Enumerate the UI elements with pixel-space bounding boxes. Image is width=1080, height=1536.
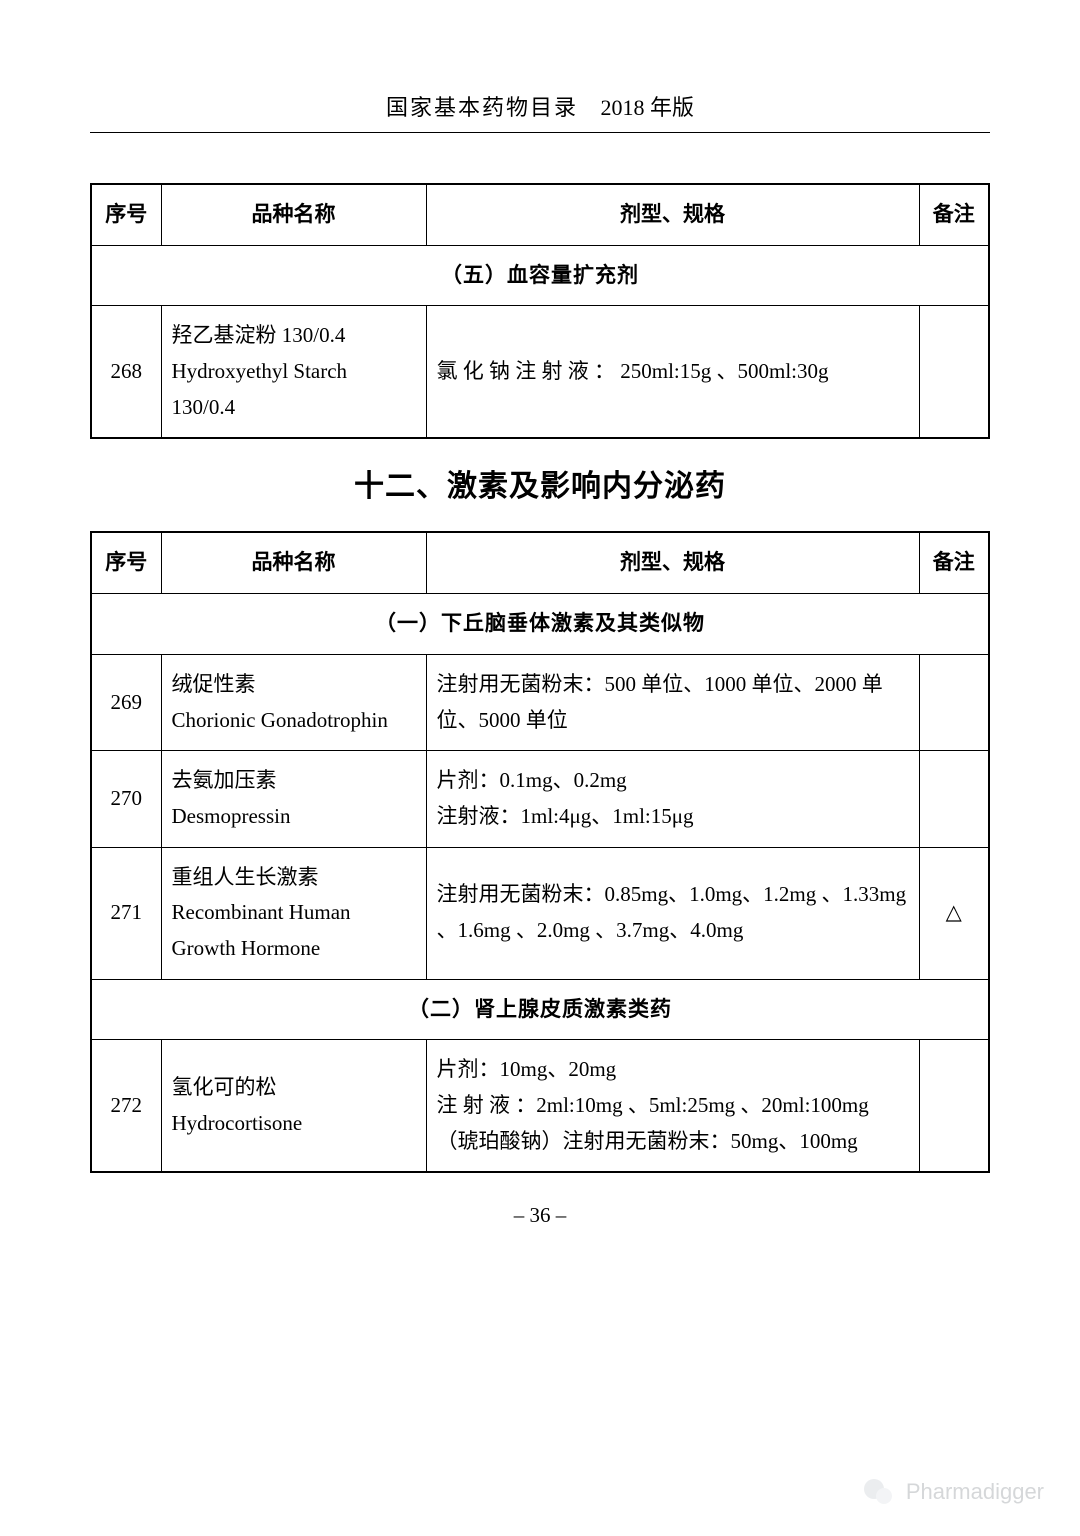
col-idx: 序号 [91, 184, 161, 245]
drug-table-1: 序号 品种名称 剂型、规格 备注 （五）血容量扩充剂 268 羟乙基淀粉 130… [90, 183, 990, 439]
document-header: 国家基本药物目录 2018 年版 [90, 90, 990, 133]
cell-idx: 271 [91, 847, 161, 979]
cell-name: 重组人生长激素Recombinant Human Growth Hormone [161, 847, 426, 979]
col-name: 品种名称 [161, 184, 426, 245]
table-row: 270 去氨加压素Desmopressin 片剂：0.1mg、0.2mg注射液：… [91, 751, 989, 847]
section-title: （一）下丘脑垂体激素及其类似物 [91, 594, 989, 655]
table-row: 271 重组人生长激素Recombinant Human Growth Horm… [91, 847, 989, 979]
table-header-row: 序号 品种名称 剂型、规格 备注 [91, 532, 989, 593]
cell-idx: 268 [91, 306, 161, 439]
cell-spec: 片剂：0.1mg、0.2mg注射液：1ml:4μg、1ml:15μg [426, 751, 919, 847]
col-spec: 剂型、规格 [426, 184, 919, 245]
watermark-text: Pharmadigger [906, 1479, 1044, 1505]
drug-table-2: 序号 品种名称 剂型、规格 备注 （一）下丘脑垂体激素及其类似物 269 绒促性… [90, 531, 990, 1173]
cell-note [919, 306, 989, 439]
table-row: 268 羟乙基淀粉 130/0.4Hydroxyethyl Starch 130… [91, 306, 989, 439]
chapter-heading: 十二、激素及影响内分泌药 [90, 461, 990, 505]
cell-name: 羟乙基淀粉 130/0.4Hydroxyethyl Starch 130/0.4 [161, 306, 426, 439]
table-header-row: 序号 品种名称 剂型、规格 备注 [91, 184, 989, 245]
page-number: – 36 – [90, 1203, 990, 1228]
doc-year: 2018 年版 [601, 95, 695, 120]
section-title: （二）肾上腺皮质激素类药 [91, 979, 989, 1040]
watermark: Pharmadigger [860, 1474, 1044, 1510]
cell-spec: 片剂：10mg、20mg注 射 液 ：2ml:10mg 、5ml:25mg 、2… [426, 1040, 919, 1173]
cell-spec: 氯 化 钠 注 射 液 ： 250ml:15g 、500ml:30g [426, 306, 919, 439]
col-note: 备注 [919, 184, 989, 245]
cell-idx: 272 [91, 1040, 161, 1173]
cell-idx: 270 [91, 751, 161, 847]
cell-name: 去氨加压素Desmopressin [161, 751, 426, 847]
doc-title: 国家基本药物目录 [386, 95, 578, 120]
cell-name: 氢化可的松Hydrocortisone [161, 1040, 426, 1173]
col-spec: 剂型、规格 [426, 532, 919, 593]
col-note: 备注 [919, 532, 989, 593]
section-row: （二）肾上腺皮质激素类药 [91, 979, 989, 1040]
cell-idx: 269 [91, 654, 161, 750]
section-title: （五）血容量扩充剂 [91, 245, 989, 306]
section-row: （五）血容量扩充剂 [91, 245, 989, 306]
table-row: 269 绒促性素Chorionic Gonadotrophin 注射用无菌粉末：… [91, 654, 989, 750]
wechat-icon [860, 1474, 896, 1510]
cell-spec: 注射用无菌粉末：500 单位、1000 单位、2000 单位、5000 单位 [426, 654, 919, 750]
cell-note [919, 751, 989, 847]
cell-note [919, 1040, 989, 1173]
col-name: 品种名称 [161, 532, 426, 593]
col-idx: 序号 [91, 532, 161, 593]
table-row: 272 氢化可的松Hydrocortisone 片剂：10mg、20mg注 射 … [91, 1040, 989, 1173]
section-row: （一）下丘脑垂体激素及其类似物 [91, 594, 989, 655]
cell-name: 绒促性素Chorionic Gonadotrophin [161, 654, 426, 750]
cell-note [919, 654, 989, 750]
cell-spec: 注射用无菌粉末：0.85mg、1.0mg、1.2mg 、1.33mg 、1.6m… [426, 847, 919, 979]
cell-note: △ [919, 847, 989, 979]
